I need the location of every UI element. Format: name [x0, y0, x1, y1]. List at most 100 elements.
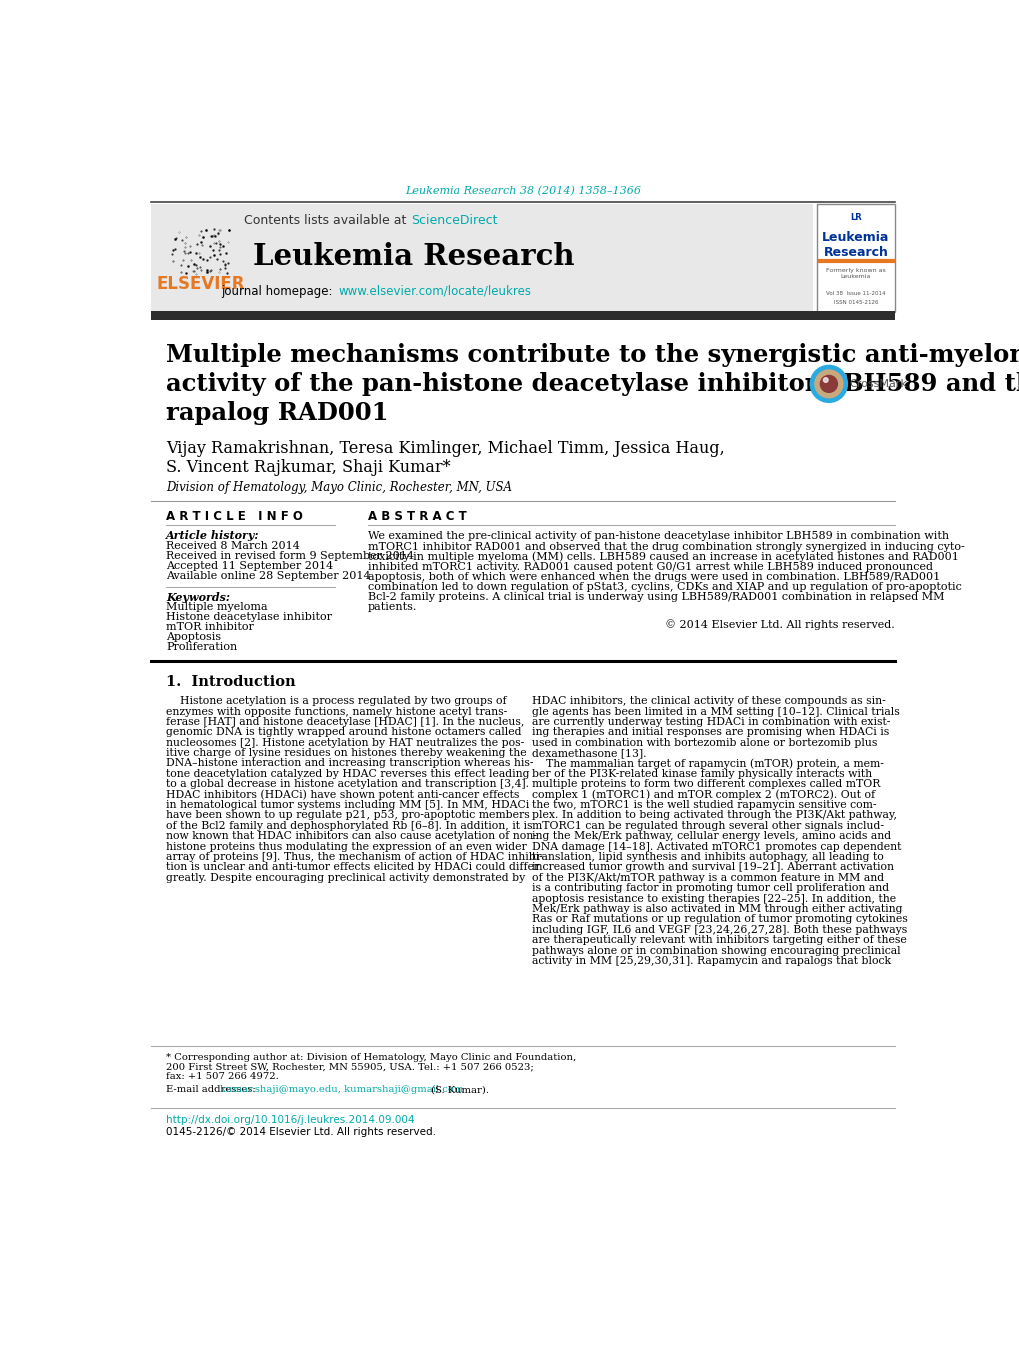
Text: increased tumor growth and survival [19–21]. Aberrant activation: increased tumor growth and survival [19–…	[532, 862, 894, 873]
Text: have been shown to up regulate p21, p53, pro-apoptotic members: have been shown to up regulate p21, p53,…	[166, 811, 530, 820]
Text: activity of the pan-histone deacetylase inhibitor LBH589 and the: activity of the pan-histone deacetylase …	[166, 372, 1019, 396]
Text: complex 1 (mTORC1) and mTOR complex 2 (mTORC2). Out of: complex 1 (mTORC1) and mTOR complex 2 (m…	[532, 789, 874, 800]
Text: Leukemia Research 38 (2014) 1358–1366: Leukemia Research 38 (2014) 1358–1366	[405, 186, 640, 196]
Text: tone deacetylation catalyzed by HDAC reverses this effect leading: tone deacetylation catalyzed by HDAC rev…	[166, 769, 529, 780]
Text: mTORC1 inhibitor RAD001 and observed that the drug combination strongly synergiz: mTORC1 inhibitor RAD001 and observed tha…	[368, 542, 964, 551]
Text: Received in revised form 9 September 2014: Received in revised form 9 September 201…	[166, 551, 414, 562]
Text: 1.  Introduction: 1. Introduction	[166, 676, 296, 689]
Text: Apoptosis: Apoptosis	[166, 632, 221, 642]
Text: Vijay Ramakrishnan, Teresa Kimlinger, Michael Timm, Jessica Haug,: Vijay Ramakrishnan, Teresa Kimlinger, Mi…	[166, 440, 725, 457]
Text: ELSEVIER: ELSEVIER	[157, 274, 246, 293]
Text: plex. In addition to being activated through the PI3K/Akt pathway,: plex. In addition to being activated thr…	[532, 811, 896, 820]
Text: rapalog RAD001: rapalog RAD001	[166, 401, 388, 426]
Text: Histone acetylation is a process regulated by two groups of: Histone acetylation is a process regulat…	[166, 696, 506, 707]
Text: now known that HDAC inhibitors can also cause acetylation of non-: now known that HDAC inhibitors can also …	[166, 831, 537, 842]
Text: HDAC inhibitors (HDACi) have shown potent anti-cancer effects: HDAC inhibitors (HDACi) have shown poten…	[166, 789, 519, 800]
Text: kumar.shaji@mayo.edu, kumarshaji@gmail.com: kumar.shaji@mayo.edu, kumarshaji@gmail.c…	[220, 1085, 464, 1094]
Text: dexamethasone [13].: dexamethasone [13].	[532, 748, 646, 758]
Text: itive charge of lysine residues on histones thereby weakening the: itive charge of lysine residues on histo…	[166, 748, 527, 758]
Text: are currently underway testing HDACi in combination with exist-: are currently underway testing HDACi in …	[532, 717, 890, 727]
Text: Leukemia Research: Leukemia Research	[254, 242, 575, 270]
Text: Leukemia
Research: Leukemia Research	[821, 231, 889, 259]
Text: LR: LR	[849, 213, 861, 222]
Text: Multiple mechanisms contribute to the synergistic anti-myeloma: Multiple mechanisms contribute to the sy…	[166, 343, 1019, 366]
Text: array of proteins [9]. Thus, the mechanism of action of HDAC inhibi-: array of proteins [9]. Thus, the mechani…	[166, 852, 542, 862]
Text: pathways alone or in combination showing encouraging preclinical: pathways alone or in combination showing…	[532, 946, 900, 955]
Text: http://dx.doi.org/10.1016/j.leukres.2014.09.004: http://dx.doi.org/10.1016/j.leukres.2014…	[166, 1115, 415, 1125]
Text: Accepted 11 September 2014: Accepted 11 September 2014	[166, 562, 333, 571]
Text: ScienceDirect: ScienceDirect	[411, 215, 497, 227]
FancyBboxPatch shape	[151, 311, 894, 320]
Text: www.elsevier.com/locate/leukres: www.elsevier.com/locate/leukres	[338, 285, 531, 299]
Text: The mammalian target of rapamycin (mTOR) protein, a mem-: The mammalian target of rapamycin (mTOR)…	[532, 758, 883, 769]
Text: multiple proteins to form two different complexes called mTOR: multiple proteins to form two different …	[532, 780, 879, 789]
Text: translation, lipid synthesis and inhibits autophagy, all leading to: translation, lipid synthesis and inhibit…	[532, 852, 882, 862]
Text: DNA–histone interaction and increasing transcription whereas his-: DNA–histone interaction and increasing t…	[166, 758, 533, 769]
Text: A R T I C L E   I N F O: A R T I C L E I N F O	[166, 509, 303, 523]
Text: We examined the pre-clinical activity of pan-histone deacetylase inhibitor LBH58: We examined the pre-clinical activity of…	[368, 531, 948, 542]
Text: mTOR inhibitor: mTOR inhibitor	[166, 623, 254, 632]
Text: histone proteins thus modulating the expression of an even wider: histone proteins thus modulating the exp…	[166, 842, 527, 851]
Text: CrossMark: CrossMark	[848, 378, 906, 389]
Text: Contents lists available at: Contents lists available at	[244, 215, 410, 227]
Text: ing the Mek/Erk pathway, cellular energy levels, amino acids and: ing the Mek/Erk pathway, cellular energy…	[532, 831, 891, 842]
Circle shape	[819, 376, 837, 392]
Circle shape	[814, 370, 842, 397]
Text: the two, mTORC1 is the well studied rapamycin sensitive com-: the two, mTORC1 is the well studied rapa…	[532, 800, 875, 811]
Text: Article history:: Article history:	[166, 530, 260, 540]
Text: Histone deacetylase inhibitor: Histone deacetylase inhibitor	[166, 612, 332, 623]
Text: in hematological tumor systems including MM [5]. In MM, HDACi: in hematological tumor systems including…	[166, 800, 529, 811]
Text: activity in MM [25,29,30,31]. Rapamycin and rapalogs that block: activity in MM [25,29,30,31]. Rapamycin …	[532, 957, 891, 966]
Text: (S. Kumar).: (S. Kumar).	[428, 1085, 489, 1094]
FancyBboxPatch shape	[816, 204, 894, 312]
Circle shape	[822, 378, 827, 382]
Text: Vol 38  Issue 11-2014: Vol 38 Issue 11-2014	[825, 290, 884, 296]
Text: Received 8 March 2014: Received 8 March 2014	[166, 542, 300, 551]
Text: of the Bcl2 family and dephosphorylated Rb [6–8]. In addition, it is: of the Bcl2 family and dephosphorylated …	[166, 821, 532, 831]
Text: ing therapies and initial responses are promising when HDACi is: ing therapies and initial responses are …	[532, 727, 889, 738]
Text: Proliferation: Proliferation	[166, 642, 237, 653]
Text: HDAC inhibitors, the clinical activity of these compounds as sin-: HDAC inhibitors, the clinical activity o…	[532, 696, 884, 707]
Text: fax: +1 507 266 4972.: fax: +1 507 266 4972.	[166, 1071, 279, 1081]
Text: is a contributing factor in promoting tumor cell proliferation and: is a contributing factor in promoting tu…	[532, 884, 889, 893]
Text: are therapeutically relevant with inhibitors targeting either of these: are therapeutically relevant with inhibi…	[532, 935, 906, 946]
Text: E-mail addresses:: E-mail addresses:	[166, 1085, 259, 1094]
Text: greatly. Despite encouraging preclinical activity demonstrated by: greatly. Despite encouraging preclinical…	[166, 873, 525, 882]
Text: mTORC1 can be regulated through several other signals includ-: mTORC1 can be regulated through several …	[532, 821, 883, 831]
Text: tion is unclear and anti-tumor effects elicited by HDACi could differ: tion is unclear and anti-tumor effects e…	[166, 862, 539, 873]
Text: of the PI3K/Akt/mTOR pathway is a common feature in MM and: of the PI3K/Akt/mTOR pathway is a common…	[532, 873, 883, 882]
Text: apoptosis, both of which were enhanced when the drugs were used in combination. : apoptosis, both of which were enhanced w…	[368, 571, 940, 582]
Text: ISSN 0145-2126: ISSN 0145-2126	[833, 300, 877, 305]
Text: Ras or Raf mutations or up regulation of tumor promoting cytokines: Ras or Raf mutations or up regulation of…	[532, 915, 907, 924]
Text: Multiple myeloma: Multiple myeloma	[166, 603, 268, 612]
Text: DNA damage [14–18]. Activated mTORC1 promotes cap dependent: DNA damage [14–18]. Activated mTORC1 pro…	[532, 842, 901, 851]
Text: including IGF, IL6 and VEGF [23,24,26,27,28]. Both these pathways: including IGF, IL6 and VEGF [23,24,26,27…	[532, 925, 907, 935]
Text: journal homepage:: journal homepage:	[221, 285, 336, 299]
Text: patients.: patients.	[368, 603, 417, 612]
Text: Mek/Erk pathway is also activated in MM through either activating: Mek/Erk pathway is also activated in MM …	[532, 904, 902, 915]
Text: A B S T R A C T: A B S T R A C T	[368, 509, 466, 523]
Text: Bcl-2 family proteins. A clinical trial is underway using LBH589/RAD001 combinat: Bcl-2 family proteins. A clinical trial …	[368, 592, 944, 603]
Text: ferase [HAT] and histone deacetylase [HDAC] [1]. In the nucleus,: ferase [HAT] and histone deacetylase [HD…	[166, 717, 524, 727]
Text: used in combination with bortezomib alone or bortezomib plus: used in combination with bortezomib alon…	[532, 738, 876, 747]
Text: S. Vincent Rajkumar, Shaji Kumar*: S. Vincent Rajkumar, Shaji Kumar*	[166, 458, 450, 476]
Text: nucleosomes [2]. Histone acetylation by HAT neutralizes the pos-: nucleosomes [2]. Histone acetylation by …	[166, 738, 524, 747]
Text: Division of Hematology, Mayo Clinic, Rochester, MN, USA: Division of Hematology, Mayo Clinic, Roc…	[166, 481, 512, 493]
Text: * Corresponding author at: Division of Hematology, Mayo Clinic and Foundation,: * Corresponding author at: Division of H…	[166, 1054, 576, 1062]
Text: © 2014 Elsevier Ltd. All rights reserved.: © 2014 Elsevier Ltd. All rights reserved…	[664, 619, 894, 630]
Text: 0145-2126/© 2014 Elsevier Ltd. All rights reserved.: 0145-2126/© 2014 Elsevier Ltd. All right…	[166, 1127, 436, 1138]
FancyBboxPatch shape	[151, 204, 812, 312]
Text: Available online 28 September 2014: Available online 28 September 2014	[166, 571, 371, 581]
Text: toxicity in multiple myeloma (MM) cells. LBH589 caused an increase in acetylated: toxicity in multiple myeloma (MM) cells.…	[368, 551, 958, 562]
Text: ber of the PI3K-related kinase family physically interacts with: ber of the PI3K-related kinase family ph…	[532, 769, 871, 780]
Text: Keywords:: Keywords:	[166, 592, 230, 603]
Text: gle agents has been limited in a MM setting [10–12]. Clinical trials: gle agents has been limited in a MM sett…	[532, 707, 899, 716]
Text: to a global decrease in histone acetylation and transcription [3,4].: to a global decrease in histone acetylat…	[166, 780, 529, 789]
Text: apoptosis resistance to existing therapies [22–25]. In addition, the: apoptosis resistance to existing therapi…	[532, 893, 896, 904]
Circle shape	[809, 365, 847, 403]
Text: Formerly known as
Leukemia: Formerly known as Leukemia	[825, 269, 886, 280]
Text: combination led to down regulation of pStat3, cyclins, CDKs and XIAP and up regu: combination led to down regulation of pS…	[368, 582, 961, 592]
Text: 200 First Street SW, Rochester, MN 55905, USA. Tel.: +1 507 266 0523;: 200 First Street SW, Rochester, MN 55905…	[166, 1062, 534, 1071]
Text: genomic DNA is tightly wrapped around histone octamers called: genomic DNA is tightly wrapped around hi…	[166, 727, 522, 738]
Text: inhibited mTORC1 activity. RAD001 caused potent G0/G1 arrest while LBH589 induce: inhibited mTORC1 activity. RAD001 caused…	[368, 562, 931, 571]
